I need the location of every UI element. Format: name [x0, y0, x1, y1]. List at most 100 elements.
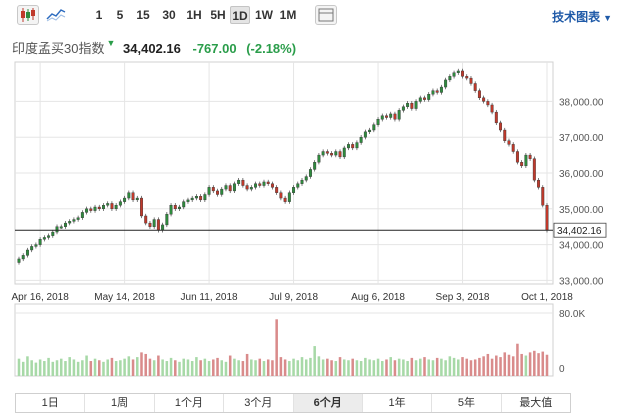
candle-body [55, 226, 59, 233]
candle-body [68, 221, 72, 224]
candle-body [321, 151, 325, 156]
period-tab-2[interactable]: 1个月 [155, 394, 225, 412]
interval-button-1w[interactable]: 1W [255, 8, 273, 22]
period-tab-1[interactable]: 1周 [85, 394, 155, 412]
volume-bar [326, 358, 329, 376]
volume-bar [309, 357, 312, 376]
candle-body [211, 187, 215, 192]
interval-button-30[interactable]: 30 [162, 8, 176, 22]
interval-button-1h[interactable]: 1H [186, 8, 202, 22]
volume-bar [123, 358, 126, 376]
candle-body [300, 179, 304, 184]
volume-bar [389, 357, 392, 376]
candle-body [490, 104, 494, 113]
interval-button-1d[interactable]: 1D [230, 6, 250, 24]
candle-body [372, 124, 376, 131]
candle-body [59, 226, 63, 229]
period-tab-7[interactable]: 最大值 [519, 397, 553, 409]
volume-bar [169, 357, 173, 376]
volume-bar [38, 359, 42, 376]
volume-bar [233, 358, 236, 376]
candle-body [401, 106, 405, 111]
candle-body [169, 205, 173, 215]
candle-body [207, 187, 211, 195]
candle-body [203, 194, 207, 201]
candle-body [503, 129, 507, 141]
candle-body [38, 239, 42, 245]
candle-body [406, 102, 410, 107]
candle-body [72, 219, 76, 222]
period-tab-4[interactable]: 6个月 [293, 394, 363, 412]
candle-body [17, 258, 21, 263]
period-tab-3[interactable]: 3个月 [224, 394, 294, 412]
volume-bar [190, 361, 194, 376]
volume-bar [102, 361, 105, 376]
interval-button-1[interactable]: 1 [95, 8, 103, 22]
interval-button-15[interactable]: 15 [136, 8, 150, 22]
technical-chart-link[interactable]: 技术图表 ▼ [552, 8, 612, 25]
volume-bar [486, 353, 490, 376]
candle-body [389, 113, 393, 118]
calendar-icon[interactable] [315, 5, 337, 25]
candle-body [397, 110, 401, 120]
volume-bar [114, 361, 118, 376]
candle-body [325, 151, 329, 154]
volume-bar [178, 361, 181, 376]
candle-body [528, 154, 532, 159]
volume-bar [119, 360, 122, 376]
volume-bar [228, 355, 232, 376]
volume-bar [380, 361, 384, 376]
volume-bar [507, 354, 511, 376]
candle-body [380, 115, 384, 120]
volume-bar [17, 358, 21, 376]
candle-body [275, 187, 279, 193]
candle-body [347, 144, 350, 149]
index-name: 印度孟买30指数 [12, 41, 105, 56]
volume-bar [300, 357, 304, 376]
volume-bar [140, 352, 143, 376]
period-selector: 1日 1周 1个月 3个月 6个月 1年 5年 最大值 [15, 393, 571, 413]
candle-body [228, 185, 232, 192]
line-chart-icon[interactable] [45, 5, 67, 25]
candle-body [342, 147, 346, 158]
candle-body [435, 90, 439, 93]
candlestick-icon[interactable] [17, 5, 39, 25]
candle-body [258, 183, 262, 186]
interval-button-5h[interactable]: 5H [210, 8, 226, 22]
interval-button-5[interactable]: 5 [116, 8, 124, 22]
period-tab-0[interactable]: 1日 [16, 394, 86, 412]
interval-button-1m[interactable]: 1M [279, 8, 297, 22]
candle-body [334, 151, 338, 156]
candle-body [351, 144, 355, 149]
volume-bar [537, 353, 540, 376]
candle-body [279, 192, 283, 199]
volume-bar [482, 356, 485, 376]
candle-body [270, 183, 274, 188]
period-tab-5[interactable]: 1年 [363, 394, 433, 412]
candlestick-icon-glyph [21, 8, 35, 22]
y-tick-label: 38,000.00 [559, 97, 604, 108]
last-price-tag-label: 34,402.16 [557, 226, 602, 237]
candle-body [545, 205, 549, 231]
candle-body [118, 201, 122, 206]
candle-body [363, 131, 367, 138]
volume-bar [355, 360, 359, 376]
volume-bar [541, 351, 545, 376]
volume-bar [545, 354, 549, 376]
period-tab-6[interactable]: 5年 [432, 394, 502, 412]
volume-bar [511, 356, 515, 376]
candle-body [42, 237, 46, 240]
volume-bar [457, 359, 460, 376]
candle-body [482, 97, 486, 102]
candle-body [199, 196, 203, 201]
volume-bar [245, 353, 249, 376]
candle-body [34, 244, 38, 247]
volume-bar [402, 359, 405, 376]
volume-bar [85, 355, 88, 376]
volume-bar [51, 361, 55, 376]
price-change: -767.00 [192, 41, 237, 56]
volume-bar [165, 361, 169, 376]
candle-body [524, 154, 528, 167]
candle-body [190, 197, 194, 201]
